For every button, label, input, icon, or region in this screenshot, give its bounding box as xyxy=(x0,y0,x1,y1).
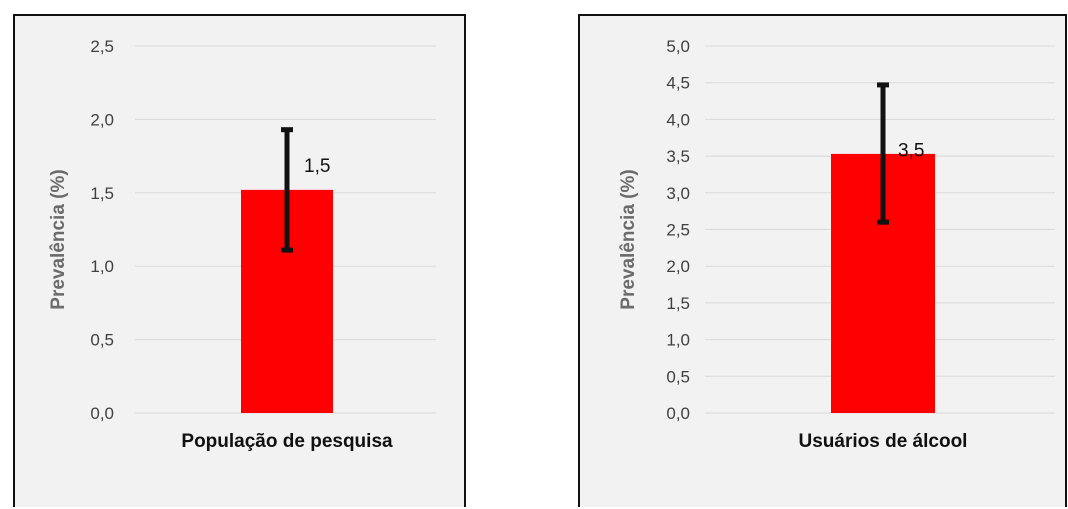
y-tick-label: 0,5 xyxy=(666,367,690,386)
y-tick-label: 3,5 xyxy=(666,147,690,166)
y-tick-label: 2,0 xyxy=(90,110,114,129)
y-tick-label: 0,5 xyxy=(90,331,114,350)
chart-alcohol-users-svg: 0,0 0,5 1,0 1,5 2,0 2,5 3,0 3,5 4,0 4,5 5,0 3,5 Usuá… xyxy=(618,37,1055,452)
y-tick-label: 4,5 xyxy=(666,74,690,93)
chart-panel-alcohol-users: 0,0 0,5 1,0 1,5 2,0 2,5 3,0 3,5 4,0 4,5 5,0 3,5 Usuá… xyxy=(578,14,1067,507)
y-axis-title: Prevalência (%) xyxy=(48,169,69,309)
y-tick-label: 0,0 xyxy=(666,404,690,423)
y-tick-label: 4,0 xyxy=(666,110,690,129)
y-tick-label: 3,0 xyxy=(666,184,690,203)
x-category-label: População de pesquisa xyxy=(181,431,393,452)
y-tick-label: 1,0 xyxy=(666,331,690,350)
y-tick-label: 2,5 xyxy=(666,221,690,240)
y-tick-label: 0,0 xyxy=(90,404,114,423)
data-label: 1,5 xyxy=(304,156,330,177)
y-tick-label: 2,0 xyxy=(666,257,690,276)
y-axis-title: Prevalência (%) xyxy=(618,169,639,309)
chart-population-svg: 0,0 0,5 1,0 1,5 2,0 2,5 1,5 População de pesqui… xyxy=(48,37,436,452)
chart-panel-population: 0,0 0,5 1,0 1,5 2,0 2,5 1,5 População de pesqui… xyxy=(13,14,466,507)
y-tick-label: 1,5 xyxy=(666,294,690,313)
y-tick-label: 1,5 xyxy=(90,184,114,203)
y-tick-label: 2,5 xyxy=(90,37,114,56)
y-tick-label: 1,0 xyxy=(90,257,114,276)
x-category-label: Usuários de álcool xyxy=(799,431,968,452)
y-tick-label: 5,0 xyxy=(666,37,690,56)
data-label: 3,5 xyxy=(898,140,924,161)
